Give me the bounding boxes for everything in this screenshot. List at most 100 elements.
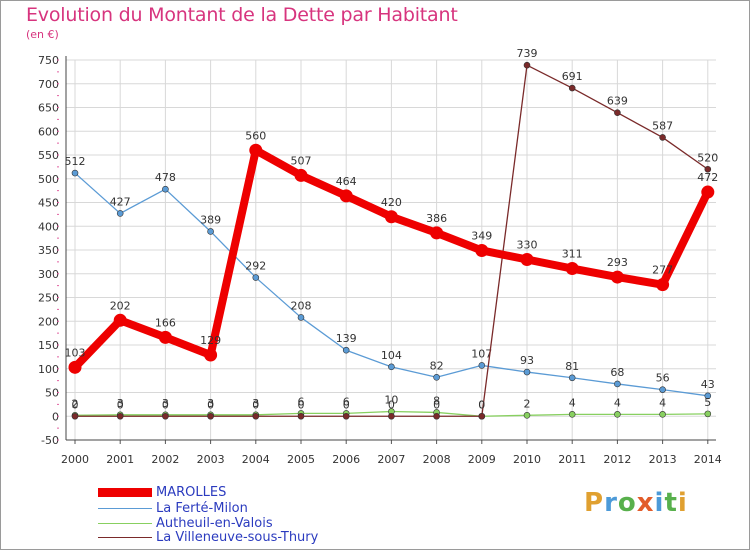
data-label: 427 <box>110 195 131 208</box>
data-label: 2 <box>72 397 79 410</box>
y-tick-label: 500 <box>38 173 59 186</box>
data-point <box>610 270 624 284</box>
data-label: 82 <box>430 359 444 372</box>
x-tick-label: 2012 <box>603 453 631 466</box>
data-label: 277 <box>652 264 673 277</box>
x-tick-label: 2011 <box>558 453 586 466</box>
data-label: 691 <box>562 70 583 83</box>
data-label: 0 <box>252 398 259 411</box>
y-tick-label: 350 <box>38 244 59 257</box>
data-label: 3 <box>252 397 259 410</box>
data-label: 93 <box>520 354 534 367</box>
y-tick-label: 50 <box>45 387 59 400</box>
data-label: 0 <box>388 398 395 411</box>
data-point <box>204 348 218 362</box>
y-tick-label: 450 <box>38 197 59 210</box>
data-label: 56 <box>656 372 670 385</box>
data-label: 389 <box>200 213 221 226</box>
data-label: 0 <box>343 398 350 411</box>
data-label: 0 <box>478 398 485 411</box>
legend-swatch <box>98 537 152 538</box>
data-label: 739 <box>517 47 538 60</box>
data-point <box>478 362 486 369</box>
x-tick-label: 2000 <box>61 453 89 466</box>
data-label: 0 <box>72 398 79 411</box>
data-label: 202 <box>110 299 131 312</box>
data-label: 507 <box>291 154 312 167</box>
y-tick-label: -50 <box>41 434 59 447</box>
data-label: 166 <box>155 316 176 329</box>
x-tick-label: 2013 <box>649 453 677 466</box>
data-point <box>568 84 576 92</box>
data-point <box>656 278 670 292</box>
y-tick-label: 750 <box>38 54 59 67</box>
logo-letter: r <box>604 488 618 518</box>
data-point <box>162 185 169 193</box>
data-point <box>297 412 305 420</box>
data-label: 104 <box>381 349 402 362</box>
data-point <box>294 168 308 182</box>
data-point <box>388 363 395 371</box>
logo-letter: i <box>654 488 665 518</box>
data-point <box>342 346 350 354</box>
x-tick-label: 2010 <box>513 453 541 466</box>
data-label: 68 <box>610 366 624 379</box>
data-point <box>116 210 124 217</box>
data-point <box>207 412 214 420</box>
logo-letter: o <box>617 488 637 518</box>
data-point <box>207 228 214 235</box>
y-tick-label: 200 <box>38 315 59 328</box>
data-label: 4 <box>614 396 621 409</box>
data-label: 43 <box>701 378 715 391</box>
data-point <box>704 165 712 173</box>
data-point <box>71 412 79 420</box>
data-point <box>568 374 576 382</box>
x-tick-label: 2006 <box>332 453 360 466</box>
data-point <box>478 412 486 420</box>
data-label: 4 <box>569 396 576 409</box>
y-tick-label: 100 <box>38 363 59 376</box>
data-label: 139 <box>336 332 357 345</box>
data-point <box>71 169 79 177</box>
legend-label: MAROLLES <box>156 485 227 500</box>
legend-label: La Villeneuve-sous-Thury <box>156 530 319 545</box>
data-point <box>430 226 444 240</box>
y-tick-label: 600 <box>38 125 59 138</box>
data-point <box>659 134 666 141</box>
data-point <box>342 412 350 420</box>
data-label: 107 <box>471 347 492 360</box>
y-tick-label: 700 <box>38 78 59 91</box>
legend-item-marolles: MAROLLES <box>98 485 226 500</box>
x-tick-label: 2008 <box>423 453 451 466</box>
data-point <box>162 412 169 420</box>
data-point <box>433 412 440 420</box>
data-label: 103 <box>65 346 86 359</box>
data-point <box>433 373 440 381</box>
data-label: 3 <box>207 397 214 410</box>
data-label: 386 <box>426 212 447 225</box>
data-point <box>523 368 531 376</box>
logo-letter: P <box>584 488 605 518</box>
data-label: 81 <box>565 360 579 373</box>
data-label: 0 <box>207 398 214 411</box>
data-point <box>523 411 531 419</box>
data-label: 330 <box>517 239 538 252</box>
data-point <box>384 210 398 224</box>
legend-swatch <box>98 523 152 524</box>
data-point <box>614 380 621 388</box>
data-point <box>388 412 395 420</box>
data-point <box>523 61 531 69</box>
data-point <box>158 330 172 344</box>
x-tick-label: 2001 <box>106 453 134 466</box>
y-tick-label: 550 <box>38 149 59 162</box>
legend-item-la-villeneuve-sous-thury: La Villeneuve-sous-Thury <box>98 530 318 545</box>
x-tick-label: 2014 <box>694 453 722 466</box>
data-label: 0 <box>298 398 305 411</box>
data-point <box>565 262 579 276</box>
unit-label: (en €) <box>26 28 59 41</box>
data-label: 0 <box>117 398 124 411</box>
y-tick-label: 300 <box>38 268 59 281</box>
data-label: 3 <box>162 397 169 410</box>
legend-label: La Ferté-Milon <box>156 501 248 516</box>
